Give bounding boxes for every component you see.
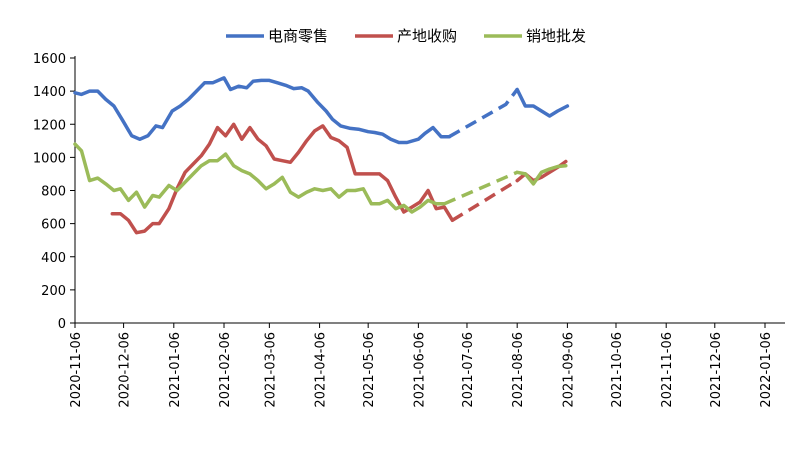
legend-label-ecommerce-retail: 电商零售 bbox=[268, 27, 328, 45]
y-tick-label: 400 bbox=[41, 251, 66, 266]
x-tick-label: 2021-01-06 bbox=[168, 332, 183, 408]
x-tick-label: 2021-07-06 bbox=[461, 332, 476, 408]
y-tick-label: 1200 bbox=[33, 118, 66, 133]
series-origin-purchase bbox=[110, 122, 568, 235]
y-tick-label: 600 bbox=[41, 218, 66, 233]
x-tick-label: 2021-08-06 bbox=[511, 332, 526, 408]
x-axis-ticks: 2020-11-06 2020-12-06 2021-01-06 2021-02-06… bbox=[69, 323, 774, 408]
x-tick-label: 2021-03-06 bbox=[263, 332, 278, 408]
series-dashed-line-ecommerce-retail bbox=[448, 88, 519, 139]
y-tick-label: 200 bbox=[41, 284, 66, 299]
x-tick-label: 2020-12-06 bbox=[118, 332, 133, 408]
axes bbox=[74, 56, 785, 324]
x-tick-label: 2021-06-06 bbox=[412, 332, 427, 408]
x-tick-label: 2021-04-06 bbox=[314, 332, 329, 408]
x-tick-label: 2021-09-06 bbox=[561, 332, 576, 408]
x-tick-label: 2021-05-06 bbox=[362, 332, 377, 408]
series-market-wholesale bbox=[73, 142, 568, 214]
series-line-ecommerce-retail bbox=[73, 76, 451, 145]
series-ecommerce-retail bbox=[73, 76, 570, 145]
y-tick-label: 1400 bbox=[33, 85, 66, 100]
x-tick-label: 2020-11-06 bbox=[69, 332, 84, 408]
y-tick-label: 1600 bbox=[33, 52, 66, 67]
x-tick-label: 2022-01-06 bbox=[759, 332, 774, 408]
x-tick-label: 2021-10-06 bbox=[610, 332, 625, 408]
series-dashed-line-market-wholesale bbox=[443, 170, 518, 206]
series-line-market-wholesale bbox=[73, 142, 447, 214]
legend-label-market-wholesale: 销地批发 bbox=[526, 27, 586, 45]
y-tick-label: 800 bbox=[41, 185, 66, 200]
x-tick-label: 2021-11-06 bbox=[660, 332, 675, 408]
legend: 电商零售 产地收购 销地批发 bbox=[226, 27, 586, 45]
series-layer bbox=[73, 76, 570, 235]
series-dashed-line-origin-purchase bbox=[451, 179, 519, 222]
series-line-after-ecommerce-retail bbox=[515, 87, 570, 118]
series-line-origin-purchase bbox=[110, 122, 455, 235]
legend-label-origin-purchase: 产地收购 bbox=[397, 27, 457, 45]
y-tick-label: 0 bbox=[58, 317, 66, 332]
y-axis-ticks: 0 200 400 600 800 1000 1200 1400 1600 bbox=[33, 52, 75, 332]
series-line-after-market-wholesale bbox=[515, 163, 568, 186]
x-tick-label: 2021-12-06 bbox=[709, 332, 724, 408]
y-tick-label: 1000 bbox=[33, 151, 66, 166]
x-tick-label: 2021-02-06 bbox=[218, 332, 233, 408]
